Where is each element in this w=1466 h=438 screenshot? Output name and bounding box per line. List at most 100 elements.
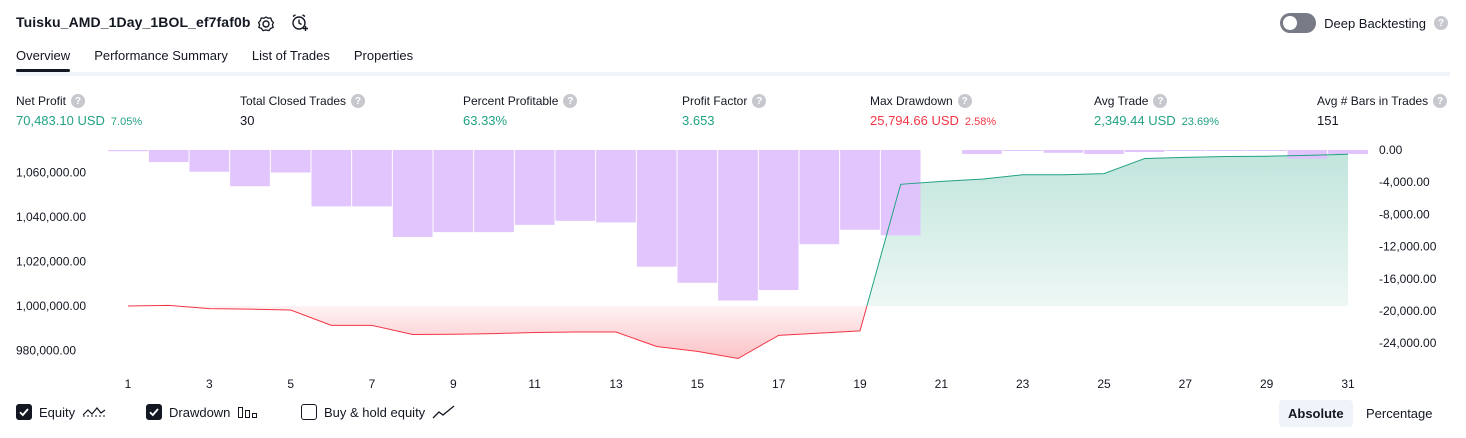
strategy-title: Tuisku_AMD_1Day_1BOL_ef7faf0b	[16, 14, 251, 30]
left-axis-tick-label: 1,060,000.00	[16, 166, 86, 180]
help-icon[interactable]: ?	[752, 94, 767, 108]
drawdown-bar[interactable]	[108, 150, 148, 152]
stat-value: 63.33%	[463, 113, 508, 128]
drawdown-bar[interactable]	[677, 150, 718, 283]
right-axis-tick-label: -16,000.00	[1379, 272, 1437, 286]
drawdown-bar[interactable]	[758, 150, 799, 291]
drawdown-bar[interactable]	[1043, 150, 1084, 153]
stat-percent: 7.05%	[110, 116, 143, 128]
help-icon[interactable]: ?	[1434, 16, 1448, 30]
left-axis-tick-label: 1,020,000.00	[16, 255, 86, 269]
deep-backtesting-control: Deep Backtesting ?	[1280, 13, 1448, 33]
stat-value: 151	[1317, 113, 1339, 128]
x-axis-tick-label: 3	[206, 377, 213, 391]
left-axis-tick-label: 1,040,000.00	[16, 210, 86, 224]
tab-overview[interactable]: Overview	[16, 48, 71, 72]
stat-avg-trade: Avg Trade? 2,349.44 USD 23.69%	[1094, 94, 1219, 128]
stat-total-closed-trades: Total Closed Trades? 30	[240, 94, 366, 128]
drawdown-bar[interactable]	[555, 150, 596, 221]
absolute-button[interactable]: Absolute	[1279, 400, 1353, 427]
drawdown-bar[interactable]	[392, 150, 433, 237]
stat-value: 3.653	[682, 113, 715, 128]
equity-option: Equity	[16, 404, 106, 420]
help-icon[interactable]: ?	[351, 94, 366, 108]
x-axis-tick-label: 29	[1260, 377, 1274, 391]
drawdown-bar[interactable]	[1246, 150, 1287, 151]
buy-hold-line-icon	[432, 405, 455, 419]
drawdown-bar[interactable]	[962, 150, 1002, 155]
deep-backtesting-toggle[interactable]	[1280, 13, 1317, 33]
stat-label: Net Profit	[16, 94, 67, 108]
x-axis-tick-label: 17	[772, 377, 786, 391]
add-alert-icon[interactable]	[290, 13, 310, 33]
right-axis-tick-label: -24,000.00	[1379, 336, 1437, 350]
stat-value: 70,483.10 USD	[16, 113, 105, 128]
tab-properties[interactable]: Properties	[353, 48, 414, 63]
equity-line-icon	[82, 407, 106, 417]
buy-hold-option: Buy & hold equity	[301, 404, 456, 420]
drawdown-label: Drawdown	[169, 404, 231, 420]
stat-value: 30	[240, 113, 255, 128]
x-axis-tick-label: 13	[609, 377, 623, 391]
equity-profit-area	[866, 154, 1348, 306]
stat-value: 2,349.44 USD	[1094, 113, 1176, 128]
x-axis-tick-label: 15	[691, 377, 705, 391]
buy-hold-label: Buy & hold equity	[324, 404, 426, 420]
tab-list-of-trades[interactable]: List of Trades	[251, 48, 330, 63]
drawdown-bar[interactable]	[1206, 150, 1246, 151]
stat-label: Profit Factor	[682, 94, 748, 108]
help-icon[interactable]: ?	[71, 94, 86, 108]
tab-divider	[16, 72, 1450, 76]
drawdown-bar[interactable]	[1124, 150, 1165, 153]
drawdown-bar[interactable]	[718, 150, 758, 301]
drawdown-bar[interactable]	[596, 150, 636, 223]
drawdown-bar[interactable]	[230, 150, 270, 187]
help-icon[interactable]: ?	[1153, 94, 1168, 108]
buy-hold-checkbox[interactable]	[301, 404, 317, 420]
percentage-button[interactable]: Percentage	[1366, 406, 1433, 421]
x-axis-tick-label: 21	[935, 377, 949, 391]
drawdown-bar[interactable]	[148, 150, 189, 163]
drawdown-bar[interactable]	[1328, 150, 1368, 155]
stat-percent: 2.58%	[964, 116, 997, 128]
help-icon[interactable]: ?	[957, 94, 972, 108]
drawdown-bar[interactable]	[514, 150, 555, 225]
tab-performance-summary[interactable]: Performance Summary	[94, 48, 228, 63]
drawdown-bar[interactable]	[880, 150, 921, 236]
equity-checkbox[interactable]	[16, 404, 32, 420]
drawdown-bar[interactable]	[799, 150, 840, 245]
stat-label: Percent Profitable	[463, 94, 559, 108]
drawdown-bar[interactable]	[1002, 150, 1043, 151]
settings-icon[interactable]	[256, 14, 276, 34]
drawdown-bar[interactable]	[352, 150, 392, 207]
equity-line-loss[interactable]	[127, 304, 868, 360]
help-icon[interactable]: ?	[563, 94, 578, 108]
drawdown-bar[interactable]	[474, 150, 514, 233]
drawdown-checkbox[interactable]	[146, 404, 162, 420]
right-axis-tick-label: 0.00	[1379, 143, 1403, 157]
stat-percent-profitable: Percent Profitable? 63.33%	[463, 94, 578, 128]
drawdown-bar[interactable]	[270, 150, 311, 173]
x-axis-tick-label: 9	[450, 377, 457, 391]
equity-drawdown-chart[interactable]: 1,060,000.00 1,040,000.00 1,020,000.00 1,00…	[0, 140, 1466, 395]
right-axis-tick-label: -20,000.00	[1379, 304, 1437, 318]
x-axis-tick-label: 11	[528, 377, 541, 391]
drawdown-bar[interactable]	[840, 150, 880, 230]
drawdown-bar[interactable]	[636, 150, 677, 267]
drawdown-bars-icon	[238, 407, 258, 418]
x-axis-tick-label: 27	[1179, 377, 1193, 391]
stat-value: 25,794.66 USD	[870, 113, 959, 128]
drawdown-bar[interactable]	[1165, 150, 1206, 151]
equity-line-profit[interactable]	[866, 153, 1349, 307]
drawdown-bar[interactable]	[1287, 150, 1328, 159]
drawdown-bar[interactable]	[189, 150, 230, 172]
left-axis-tick-label: 980,000.00	[16, 344, 76, 358]
drawdown-bar[interactable]	[311, 150, 352, 207]
help-icon[interactable]: ?	[1433, 94, 1448, 108]
drawdown-bar[interactable]	[433, 150, 474, 233]
stat-label: Avg # Bars in Trades	[1317, 94, 1429, 108]
left-axis-tick-label: 1,000,000.00	[16, 299, 86, 313]
drawdown-bar[interactable]	[1084, 150, 1124, 155]
x-axis-tick-label: 19	[853, 377, 867, 391]
equity-label: Equity	[39, 404, 76, 420]
